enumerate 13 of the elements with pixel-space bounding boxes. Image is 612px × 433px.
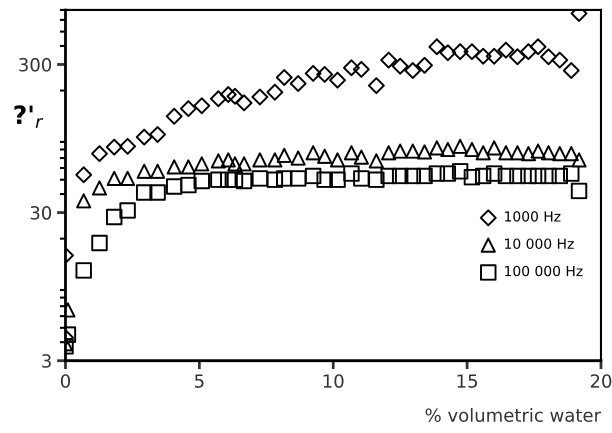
y-tick-label: 30	[30, 206, 52, 220]
legend-label: 1000 Hz	[505, 211, 560, 222]
legend-label: 100 000 Hz	[505, 266, 583, 276]
y-axis-title: ?'$_{r}$	[14, 105, 44, 128]
x-tick-label: 0	[60, 374, 70, 388]
legend-label: 10 000 Hz	[505, 238, 574, 249]
x-tick-label: 20	[590, 374, 612, 388]
y-tick-label: 3	[42, 354, 51, 368]
x-tick-label: 10	[324, 374, 344, 388]
x-tick-label: 5	[195, 374, 204, 388]
y-tick-label: 300	[19, 58, 52, 72]
x-axis-title: % volumetric water	[426, 408, 601, 422]
x-tick-label: 15	[458, 374, 478, 388]
